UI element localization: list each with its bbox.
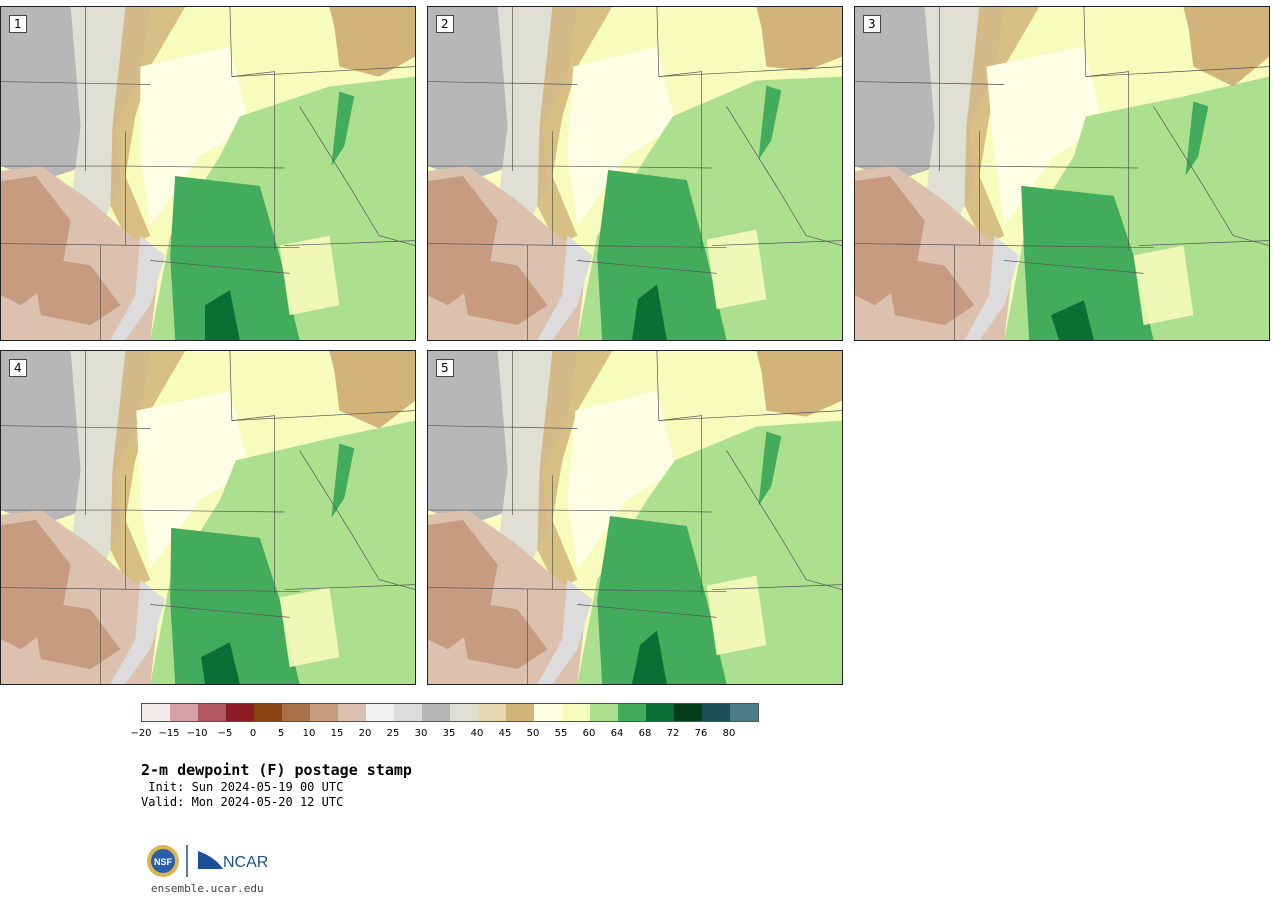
- colorbar-swatch: [422, 704, 450, 721]
- colorbar-tick-label: 76: [694, 728, 708, 739]
- colorbar-swatch: [254, 704, 282, 721]
- colorbar-tick-label: 0: [249, 728, 257, 739]
- nsf-ncar-logo: NSF NCAR: [147, 845, 268, 877]
- colorbar-tick-label: 15: [330, 728, 344, 739]
- colorbar-tick-label: −15: [158, 728, 180, 739]
- postage-stamp-panel: 2: [427, 6, 843, 341]
- svg-text:NSF: NSF: [154, 857, 173, 867]
- colorbar-tick-label: 50: [526, 728, 540, 739]
- panel-number: 4: [9, 359, 27, 377]
- colorbar: [141, 703, 759, 722]
- postage-stamp-panel: 1: [0, 6, 416, 341]
- colorbar-tick-label: 64: [610, 728, 624, 739]
- colorbar-swatch: [198, 704, 226, 721]
- colorbar-swatch: [170, 704, 198, 721]
- postage-stamp-panel: 4: [0, 350, 416, 685]
- colorbar-swatch: [478, 704, 506, 721]
- ncar-mark-icon: [198, 851, 223, 869]
- panel-number: 2: [436, 15, 454, 33]
- colorbar-swatch: [590, 704, 618, 721]
- colorbar-tick-label: −10: [186, 728, 208, 739]
- svg-text:NCAR: NCAR: [223, 854, 268, 871]
- colorbar-tick-label: 40: [470, 728, 484, 739]
- postage-stamp-panel: 5: [427, 350, 843, 685]
- colorbar-tick-label: −20: [130, 728, 152, 739]
- colorbar-tick-label: 55: [554, 728, 568, 739]
- colorbar-tick-label: 35: [442, 728, 456, 739]
- colorbar-tick-label: 45: [498, 728, 512, 739]
- colorbar-swatch: [534, 704, 562, 721]
- colorbar-tick-label: 60: [582, 728, 596, 739]
- figure-title: 2-m dewpoint (F) postage stamp: [141, 761, 412, 779]
- colorbar-swatch: [702, 704, 730, 721]
- colorbar-ticks: −20 −15 −10 −5 0 5 10 15 20 25 30 35 40 45 50 55 60 64 68 7…: [130, 728, 757, 742]
- colorbar-tick-label: 5: [277, 728, 285, 739]
- colorbar-swatch: [282, 704, 310, 721]
- init-time: Init: Sun 2024-05-19 00 UTC: [141, 780, 344, 794]
- website-url: ensemble.ucar.edu: [151, 882, 264, 895]
- panel-number: 1: [9, 15, 27, 33]
- colorbar-tick-label: 10: [302, 728, 316, 739]
- colorbar-swatch: [142, 704, 170, 721]
- colorbar-tick-label: −5: [217, 728, 233, 739]
- colorbar-tick-label: 68: [638, 728, 652, 739]
- colorbar-tick-label: 80: [722, 728, 736, 739]
- colorbar-swatch: [226, 704, 254, 721]
- panel-number: 5: [436, 359, 454, 377]
- colorbar-swatch: [366, 704, 394, 721]
- colorbar-swatch: [450, 704, 478, 721]
- panel-number: 3: [863, 15, 881, 33]
- colorbar-tick-label: 20: [358, 728, 372, 739]
- postage-stamp-panel: 3: [854, 6, 1270, 341]
- colorbar-swatch: [506, 704, 534, 721]
- valid-time: Valid: Mon 2024-05-20 12 UTC: [141, 795, 344, 809]
- colorbar-swatch: [338, 704, 366, 721]
- colorbar-swatch: [310, 704, 338, 721]
- colorbar-tick-label: 72: [666, 728, 680, 739]
- colorbar-tick-label: 25: [386, 728, 400, 739]
- colorbar-swatch: [394, 704, 422, 721]
- colorbar-swatch: [646, 704, 674, 721]
- colorbar-swatch: [562, 704, 590, 721]
- colorbar-swatch: [618, 704, 646, 721]
- colorbar-swatch: [674, 704, 702, 721]
- colorbar-tick-label: 30: [414, 728, 428, 739]
- colorbar-swatch: [730, 704, 758, 721]
